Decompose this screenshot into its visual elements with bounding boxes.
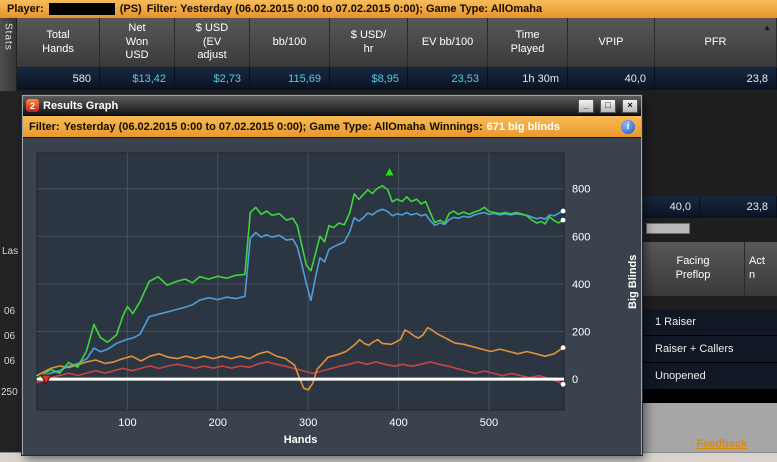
facing-preflop-header: Facing Preflop Act n bbox=[642, 242, 777, 296]
row-raiser-callers[interactable]: Raiser + Callers bbox=[642, 336, 777, 363]
results-graph-window: 2 Results Graph _ □ × Filter: Yesterday … bbox=[22, 95, 642, 455]
svg-text:400: 400 bbox=[389, 417, 407, 429]
row-unopened[interactable]: Unopened bbox=[642, 363, 777, 390]
column-header-action[interactable]: Act n bbox=[749, 255, 765, 281]
facing-preflop-rows: 1 Raiser Raiser + Callers Unopened bbox=[642, 309, 777, 390]
maximize-button[interactable]: □ bbox=[600, 98, 616, 113]
stats-tab[interactable]: Stats bbox=[0, 18, 17, 91]
svg-text:600: 600 bbox=[572, 231, 590, 243]
feedback-bullet-icon: · bbox=[689, 438, 694, 450]
graph-filter-bar: Filter: Yesterday (06.02.2015 0:00 to 07… bbox=[23, 116, 641, 138]
svg-text:800: 800 bbox=[572, 184, 590, 196]
cell-time-played: 1h 30m bbox=[488, 68, 568, 90]
column-header-usd-hr[interactable]: $ USD/ hr bbox=[330, 18, 408, 68]
left-fragment-date: 06 bbox=[4, 331, 16, 342]
player-label: Player: bbox=[7, 3, 44, 15]
svg-text:400: 400 bbox=[572, 279, 590, 291]
horizontal-scrollbar-thumb[interactable] bbox=[646, 223, 690, 234]
cell-pfr: 23,8 bbox=[655, 68, 777, 90]
cell-bb-100: 115,69 bbox=[250, 68, 330, 90]
background-stats-row[interactable]: 40,0 23,8 bbox=[642, 196, 777, 218]
left-fragment-label: Las bbox=[2, 246, 19, 257]
left-fragment-date: 06 bbox=[4, 356, 16, 367]
close-button[interactable]: × bbox=[622, 98, 638, 113]
column-header-facing-preflop[interactable]: Facing Preflop bbox=[642, 242, 745, 296]
winnings-label: Winnings: bbox=[429, 120, 483, 133]
svg-text:300: 300 bbox=[299, 417, 317, 429]
svg-text:500: 500 bbox=[480, 417, 498, 429]
column-header-usd-ev-adjust[interactable]: $ USD (EV adjust bbox=[175, 18, 250, 68]
cell-vpip: 40,0 bbox=[568, 68, 655, 90]
feedback-link[interactable]: · Feedback bbox=[690, 438, 747, 450]
column-header-vpip[interactable]: VPIP bbox=[568, 18, 655, 68]
svg-text:0: 0 bbox=[572, 374, 578, 386]
column-header-ev-bb-100[interactable]: EV bb/100 bbox=[408, 18, 488, 68]
cell-total-hands: 580 bbox=[17, 68, 100, 90]
results-graph-titlebar[interactable]: 2 Results Graph _ □ × bbox=[23, 96, 641, 116]
column-header-total-hands[interactable]: Total Hands bbox=[17, 18, 100, 68]
cell-net-won-usd: $13,42 bbox=[100, 68, 175, 90]
background-dark-strip bbox=[642, 390, 777, 403]
stats-tab-label: Stats bbox=[2, 23, 14, 51]
sort-ascending-icon[interactable]: ▲ bbox=[763, 23, 771, 32]
minimize-button[interactable]: _ bbox=[578, 98, 594, 113]
results-graph-plot: 100 200 300 400 500 0 200 400 600 800 bbox=[36, 152, 590, 429]
info-icon[interactable]: i bbox=[621, 119, 635, 134]
filter-summary-text: Filter: Yesterday (06.02.2015 0:00 to 07… bbox=[146, 3, 543, 15]
background-gray-panel bbox=[642, 403, 777, 452]
feedback-label: Feedback bbox=[696, 438, 747, 450]
player-name-redacted bbox=[48, 3, 115, 15]
svg-text:200: 200 bbox=[572, 326, 590, 338]
column-header-pfr-label: PFR bbox=[704, 35, 727, 48]
window-title: Results Graph bbox=[43, 99, 119, 112]
left-fragment-count: 250 bbox=[1, 387, 18, 398]
cell-pfr-2: 23,8 bbox=[700, 196, 777, 218]
winnings-value: 671 big blinds bbox=[486, 120, 560, 133]
results-graph-chart: 100 200 300 400 500 0 200 400 600 800 Big Blinds … bbox=[23, 138, 641, 455]
background-left-panel bbox=[0, 91, 22, 452]
svg-text:200: 200 bbox=[209, 417, 227, 429]
y-axis-label: Big Blinds bbox=[627, 254, 639, 309]
svg-text:100: 100 bbox=[118, 417, 136, 429]
top-filter-bar: Player: (PS) Filter: Yesterday (06.02.20… bbox=[0, 0, 777, 18]
left-fragment-date: 06 bbox=[4, 306, 16, 317]
column-header-time-played[interactable]: Time Played bbox=[488, 18, 568, 68]
cell-ev-bb-100: 23,53 bbox=[408, 68, 488, 90]
graph-filter-label: Filter: bbox=[29, 120, 60, 133]
stats-table-row[interactable]: 580 $13,42 $2,73 115,69 $8,95 23,53 1h 3… bbox=[17, 68, 777, 90]
hm2-app-icon: 2 bbox=[26, 99, 39, 112]
x-axis-label: Hands bbox=[283, 434, 318, 446]
column-header-bb-100[interactable]: bb/100 bbox=[250, 18, 330, 68]
cell-usd-ev-adjust: $2,73 bbox=[175, 68, 250, 90]
player-suffix: (PS) bbox=[119, 3, 142, 15]
column-header-net-won-usd[interactable]: Net Won USD bbox=[100, 18, 175, 68]
column-header-pfr[interactable]: PFR ▲ bbox=[655, 18, 777, 68]
cell-usd-hr: $8,95 bbox=[330, 68, 408, 90]
cell-vpip-2: 40,0 bbox=[642, 196, 700, 218]
graph-filter-text: Yesterday (06.02.2015 0:00 to 07.02.2015… bbox=[63, 120, 426, 133]
row-1-raiser[interactable]: 1 Raiser bbox=[642, 309, 777, 336]
stats-table-header: Total Hands Net Won USD $ USD (EV adjust… bbox=[17, 18, 777, 68]
